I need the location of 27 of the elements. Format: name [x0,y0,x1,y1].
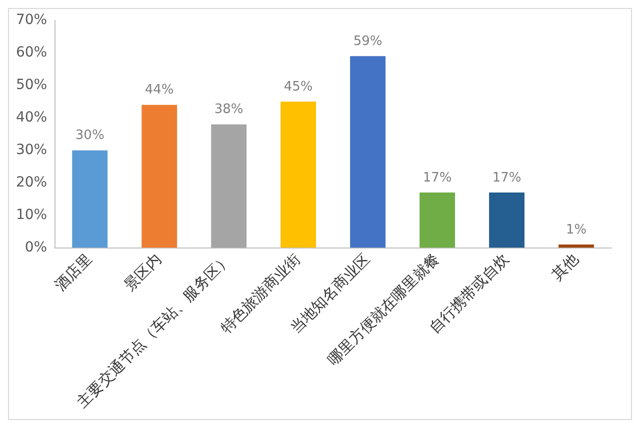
data-label: 45% [284,79,313,94]
y-tick-label: 30% [16,142,48,158]
x-tick-label: 酒店里 [50,250,96,295]
data-label: 17% [492,170,522,186]
x-tick-label: 其他 [548,250,582,284]
y-tick-label: 0% [24,239,48,256]
bar [558,244,594,248]
bar [420,192,456,248]
bar [211,124,247,248]
bar [350,56,386,248]
data-label: 17% [422,170,452,186]
y-tick-label: 20% [16,174,48,190]
data-label: 38% [214,102,244,118]
data-label: 1% [566,222,587,238]
bar [72,150,108,248]
data-label: 59% [353,34,382,50]
y-tick-label: 10% [16,206,48,223]
x-tick-label: 景区内 [120,250,165,295]
bar [142,104,178,248]
y-tick-label: 70% [16,12,48,28]
data-label: 44% [144,82,174,98]
y-tick-label: 40% [16,109,48,126]
y-tick-label: 60% [16,44,48,61]
bar [280,102,316,248]
bar [489,192,524,248]
data-label: 30% [75,128,104,144]
y-tick-label: 50% [16,77,48,94]
